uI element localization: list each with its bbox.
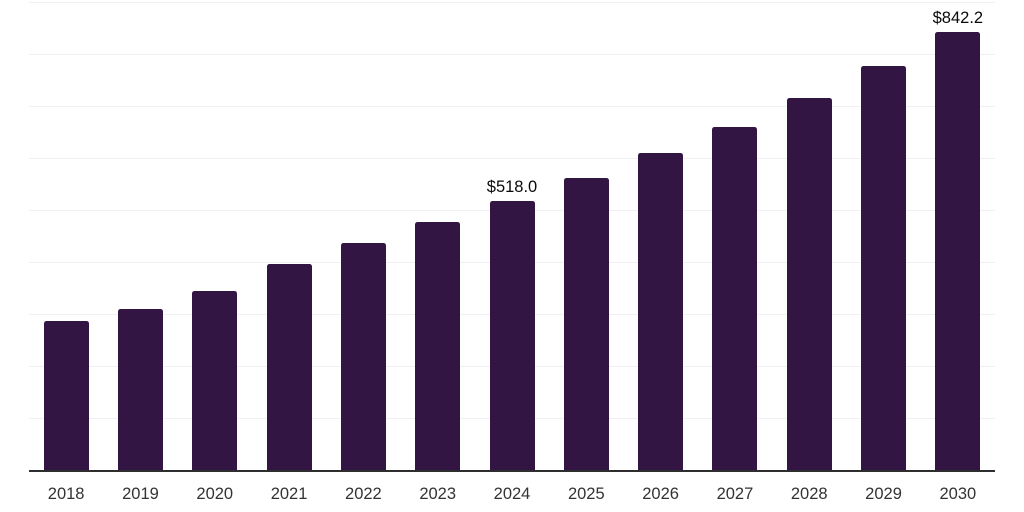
bar-2025: [563, 177, 609, 470]
x-tick-label-2028: 2028: [790, 485, 828, 503]
x-tick-label-2024: 2024: [493, 485, 531, 503]
bar-2024: [489, 200, 535, 470]
x-tick-label-2022: 2022: [345, 485, 382, 503]
bar-2022: [340, 243, 386, 470]
value-label-2024: $518.0: [486, 177, 538, 196]
bar-2029: [861, 66, 907, 470]
x-tick-label-2027: 2027: [716, 485, 754, 503]
gridline: [29, 2, 995, 3]
x-tick-label-2019: 2019: [122, 485, 159, 503]
x-axis-line: [29, 470, 995, 472]
bar-2021: [266, 264, 312, 470]
x-tick-label-2020: 2020: [196, 485, 234, 503]
x-tick-label-2026: 2026: [642, 485, 679, 503]
bar-2027: [712, 126, 758, 470]
x-tick-label-2030: 2030: [939, 485, 977, 503]
gridline: [29, 106, 995, 107]
value-label-2030: $842.2: [932, 9, 984, 28]
gridline: [29, 54, 995, 55]
x-tick-label-2025: 2025: [567, 485, 605, 503]
gridline: [29, 158, 995, 159]
bar-2023: [415, 222, 461, 470]
bar-2026: [638, 153, 684, 470]
bar-2030: [935, 32, 981, 470]
x-tick-label-2018: 2018: [47, 485, 85, 503]
x-tick-label-2021: 2021: [270, 485, 308, 503]
bar-2018: [43, 320, 89, 470]
x-tick-label-2029: 2029: [865, 485, 902, 503]
x-tick-label-2023: 2023: [419, 485, 457, 503]
bar-2028: [786, 97, 832, 470]
bar-2020: [192, 291, 238, 470]
bar-2019: [117, 309, 163, 470]
